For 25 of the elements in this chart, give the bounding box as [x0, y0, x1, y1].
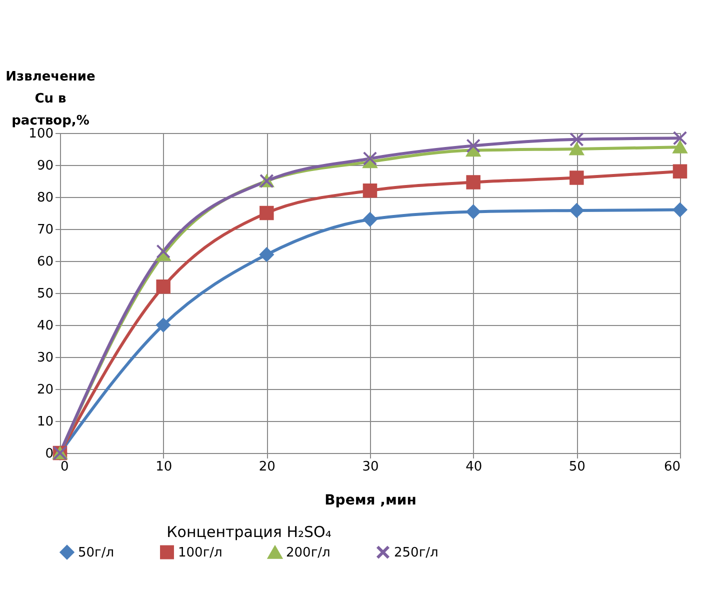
x-tick-label: 0	[60, 460, 69, 474]
y-tick-label: 90	[36, 158, 54, 174]
legend-label: 100г/л	[178, 545, 222, 560]
y-tick-label: 0	[45, 446, 54, 462]
legend-label: 250г/л	[394, 545, 438, 560]
x-axis-title: Время ,мин	[324, 492, 416, 508]
x-tick-label: 20	[258, 460, 276, 474]
legend-label: 200г/л	[286, 546, 330, 561]
legend-title: Концентрация H₂SO₄	[166, 523, 332, 541]
x-tick-label: 10	[156, 460, 172, 474]
y-tick-label: 60	[36, 254, 54, 270]
y-tick-label: 40	[36, 318, 54, 334]
y-tick-label: 100	[28, 126, 54, 142]
y-tick-label: 80	[36, 190, 54, 206]
legend-label: 50г/л	[78, 545, 114, 560]
x-tick-label: 60	[664, 460, 680, 474]
y-axis-title: Извлечение Cu в раствор,%	[6, 70, 96, 128]
y-tick-label: 20	[36, 382, 54, 398]
y-tick-label: 10	[36, 414, 54, 430]
x-tick-label: 50	[568, 460, 586, 474]
y-tick-label: 30	[36, 350, 54, 366]
x-tick-label: 40	[466, 460, 482, 474]
y-tick-label: 70	[36, 222, 54, 238]
y-tick-label: 50	[36, 286, 54, 302]
x-tick-label: 30	[362, 460, 379, 474]
